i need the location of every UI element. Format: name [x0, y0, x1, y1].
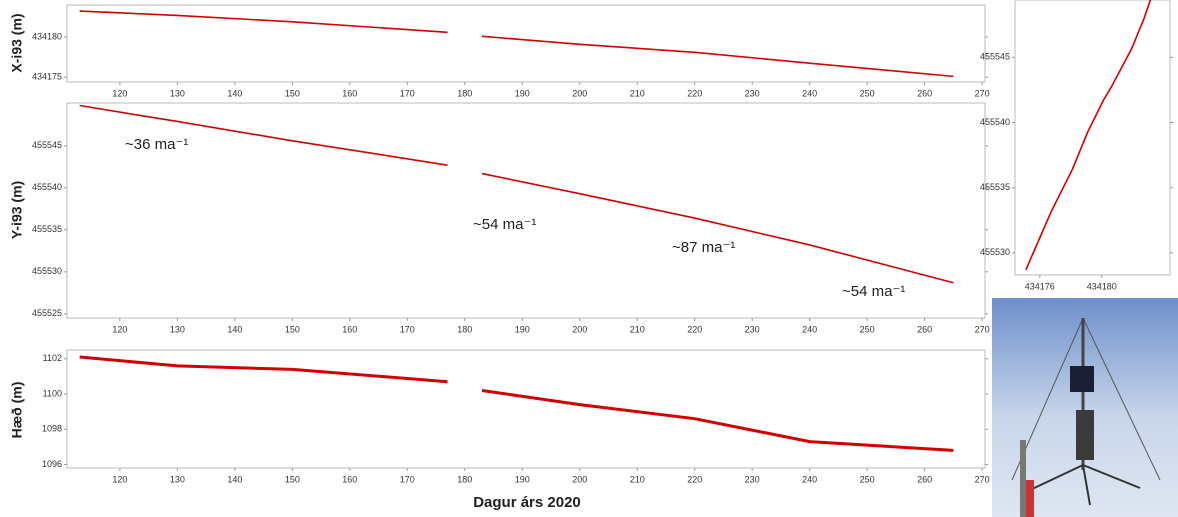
x-tick-label: 200 [572, 324, 587, 334]
logger-box [1076, 410, 1094, 460]
annotation: ~87 ma⁻¹ [672, 239, 735, 256]
x-tick-label: 220 [687, 324, 702, 334]
y-tick-label: 455525 [32, 308, 62, 318]
x-tick-label: 190 [515, 324, 530, 334]
y-axis-label: Y-i93 (m) [9, 181, 25, 239]
x-tick-label: 434176 [1025, 281, 1055, 291]
annotation: ~54 ma⁻¹ [473, 216, 536, 233]
x-tick-label: 130 [170, 324, 185, 334]
x-tick-label: 210 [630, 474, 645, 484]
solar-panel [1070, 366, 1094, 392]
x-tick-label: 160 [342, 474, 357, 484]
y-axis-label: Hæð (m) [9, 382, 25, 439]
x-tick-label: 160 [342, 324, 357, 334]
x-tick-label: 270 [975, 474, 990, 484]
x-tick-label: 180 [457, 474, 472, 484]
x-tick-label: 150 [285, 474, 300, 484]
y-tick-label: 1102 [43, 353, 62, 363]
x-tick-label: 160 [342, 88, 357, 98]
x-tick-label: 200 [572, 474, 587, 484]
x-tick-label: 150 [285, 88, 300, 98]
x-tick-label: 220 [687, 88, 702, 98]
x-tick-label: 250 [860, 474, 875, 484]
x-tick-label: 140 [227, 474, 242, 484]
x-tick-label: 230 [745, 324, 760, 334]
x-tick-label: 260 [917, 324, 932, 334]
x-tick-label: 260 [917, 88, 932, 98]
photo [992, 298, 1178, 517]
x-tick-label: 210 [630, 324, 645, 334]
x-tick-label: 120 [112, 474, 127, 484]
x-tick-label: 140 [227, 88, 242, 98]
x-tick-label: 270 [975, 88, 990, 98]
x-tick-label: 250 [860, 324, 875, 334]
pole [1026, 480, 1034, 517]
x-axis-label: Dagur árs 2020 [473, 494, 581, 511]
y-tick-label: 434175 [32, 72, 62, 82]
y-tick-label: 455535 [980, 182, 1010, 192]
x-tick-label: 120 [112, 324, 127, 334]
figure: Dagur árs 2020 434175 434180 120 130 140 150 1… [0, 0, 1178, 517]
x-tick-label: 190 [515, 474, 530, 484]
y-tick-label: 455535 [32, 224, 62, 234]
x-tick-label: 250 [860, 88, 875, 98]
x-tick-label: 190 [515, 88, 530, 98]
x-tick-label: 230 [745, 474, 760, 484]
annotation: ~36 ma⁻¹ [125, 136, 188, 153]
y-tick-label: 1100 [43, 388, 62, 398]
y-tick-label: 1096 [42, 459, 62, 469]
pole [1020, 440, 1026, 517]
x-tick-label: 180 [457, 324, 472, 334]
x-tick-label: 240 [802, 88, 817, 98]
x-tick-label: 170 [400, 474, 415, 484]
x-tick-label: 434180 [1087, 281, 1117, 291]
x-tick-label: 130 [170, 88, 185, 98]
y-tick-label: 434180 [32, 31, 62, 41]
x-tick-label: 240 [802, 474, 817, 484]
x-tick-label: 220 [687, 474, 702, 484]
x-tick-label: 230 [745, 88, 760, 98]
photo-background [992, 298, 1178, 517]
x-tick-label: 150 [285, 324, 300, 334]
x-tick-label: 240 [802, 324, 817, 334]
y-axis-label: X-i93 (m) [9, 13, 25, 72]
y-tick-label: 455530 [32, 266, 62, 276]
x-tick-label: 270 [975, 324, 990, 334]
x-tick-label: 140 [227, 324, 242, 334]
y-tick-label: 455545 [980, 52, 1010, 62]
x-tick-label: 170 [400, 88, 415, 98]
y-tick-label: 1098 [42, 424, 62, 434]
x-tick-label: 180 [457, 88, 472, 98]
x-tick-label: 210 [630, 88, 645, 98]
x-tick-label: 130 [170, 474, 185, 484]
y-tick-label: 455545 [32, 140, 62, 150]
y-tick-label: 455540 [32, 182, 62, 192]
x-tick-label: 260 [917, 474, 932, 484]
x-tick-label: 170 [400, 324, 415, 334]
x-tick-label: 120 [112, 88, 127, 98]
y-tick-label: 455530 [980, 247, 1010, 257]
y-tick-label: 455540 [980, 117, 1010, 127]
x-tick-label: 200 [572, 88, 587, 98]
annotation: ~54 ma⁻¹ [842, 283, 905, 300]
